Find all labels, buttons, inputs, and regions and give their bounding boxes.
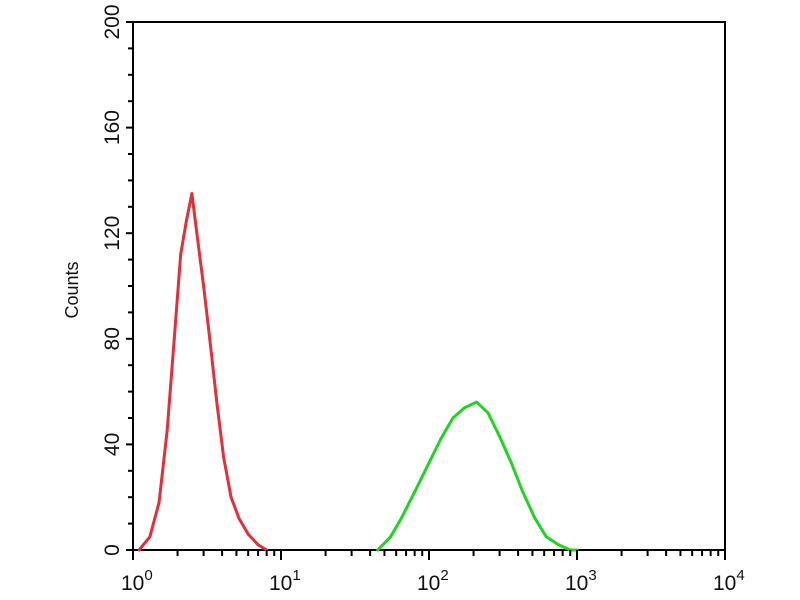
data-point [427, 461, 431, 465]
data-point [544, 535, 548, 539]
data-point [463, 405, 467, 409]
data-point [399, 516, 403, 520]
data-point [185, 218, 189, 222]
x-tick-label: 101 [269, 567, 301, 595]
data-point [486, 411, 490, 415]
x-tick-label: 100 [121, 567, 153, 595]
y-axis-title: Counts [62, 261, 82, 318]
data-point [439, 437, 443, 441]
data-point [172, 337, 176, 341]
data-point [137, 548, 141, 552]
data-point [208, 337, 212, 341]
data-point [215, 403, 219, 407]
y-tick-label: 160 [101, 110, 124, 145]
data-point [521, 490, 525, 494]
data-point [509, 461, 513, 465]
data-point [413, 490, 417, 494]
series-line [376, 400, 577, 552]
data-point [229, 495, 233, 499]
data-point [179, 252, 183, 256]
data-point [222, 456, 226, 460]
tick-base: 10 [417, 572, 440, 595]
x-axis: 100 101 102 103 104 [121, 550, 745, 595]
tick-base: 10 [565, 572, 588, 595]
data-point [190, 192, 194, 196]
y-tick-label: 0 [101, 544, 124, 556]
x-tick-label: 103 [565, 567, 597, 595]
data-point [165, 429, 169, 433]
data-point [148, 535, 152, 539]
y-tick-label: 40 [101, 433, 124, 456]
x-tick-label: 104 [713, 567, 745, 595]
series-0 [137, 192, 269, 552]
plot-frame [132, 21, 726, 551]
data-point [475, 400, 479, 404]
data-point [451, 416, 455, 420]
data-point [557, 543, 561, 547]
data-point [389, 535, 393, 539]
y-tick-label: 120 [101, 216, 124, 251]
tick-base: 10 [121, 572, 144, 595]
tick-exponent: 0 [144, 567, 152, 584]
data-point [237, 516, 241, 520]
tick-base: 10 [713, 572, 736, 595]
data-point [202, 284, 206, 288]
y-axis: 0 40 80 120 160 200 [101, 4, 133, 556]
data-point [195, 231, 199, 235]
data-point [376, 548, 380, 552]
y-tick-label: 200 [101, 4, 124, 39]
x-tick-label: 102 [417, 567, 449, 595]
data-point [157, 500, 161, 504]
data-point [246, 532, 250, 536]
data-point [256, 543, 260, 547]
tick-exponent: 3 [588, 567, 596, 584]
tick-base: 10 [269, 572, 292, 595]
tick-exponent: 1 [292, 567, 300, 584]
tick-exponent: 4 [736, 567, 744, 584]
data-point [533, 516, 537, 520]
data-point [498, 434, 502, 438]
series-line [137, 192, 268, 552]
tick-exponent: 2 [440, 567, 448, 584]
y-tick-label: 80 [101, 327, 124, 350]
